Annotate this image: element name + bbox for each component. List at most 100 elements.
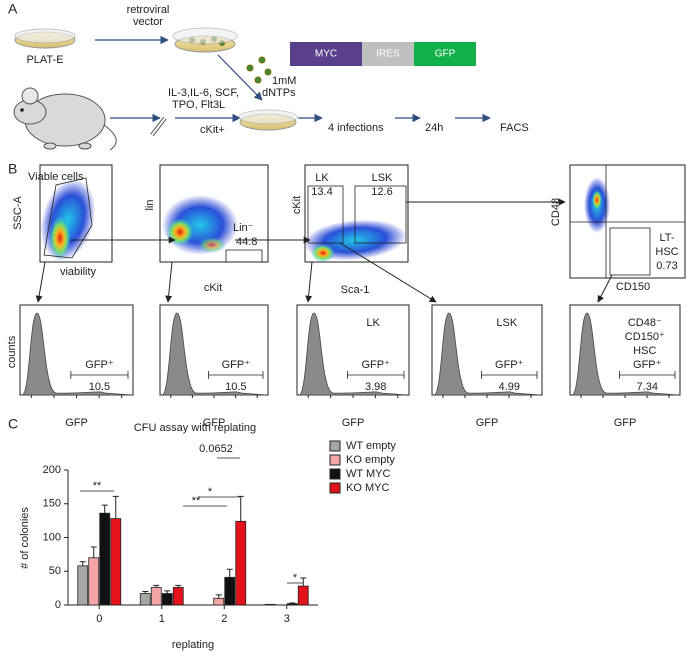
x-tick-label: 1 [159, 613, 165, 625]
error-bar [101, 504, 108, 514]
gate-label: HSC [655, 246, 678, 258]
x-tick-label: 3 [284, 613, 290, 625]
axis-label: GFP [342, 417, 365, 429]
gate-value: 0.73 [656, 260, 677, 272]
axis-label: SSC-A [12, 196, 24, 230]
bar [297, 585, 309, 606]
gate-label: GFP⁺ [85, 359, 114, 371]
error-bar [112, 495, 119, 519]
arrow [217, 54, 263, 101]
gate-label: GFP⁺ [222, 359, 251, 371]
gate-value: 10.5 [89, 381, 110, 393]
label: 1mM [272, 75, 296, 87]
dish-lid [172, 27, 238, 45]
x-axis-label: replating [172, 639, 214, 651]
construct-label: IRES [376, 49, 400, 60]
error-bar [237, 495, 244, 522]
axis-label: cKit [291, 196, 303, 214]
bar [77, 565, 89, 606]
gate-label: Lin⁻ [233, 222, 254, 234]
error-bar [79, 561, 86, 566]
panel-c: C CFU assay with replating # of colonies… [8, 416, 396, 651]
density-plot: Lin⁻ 44.8 lin cKit [144, 164, 269, 294]
gate-value: 10.5 [225, 381, 246, 393]
gate-value: 44.8 [236, 236, 257, 248]
legend-swatch [329, 468, 341, 480]
bar [161, 593, 173, 606]
y-axis-label: # of colonies [19, 507, 31, 569]
axis-label: cKit [204, 282, 222, 294]
histogram-curve [298, 312, 408, 396]
x-tick-label: 2 [221, 613, 227, 625]
axis-label: lin [144, 199, 156, 210]
step: 24h [425, 122, 443, 134]
histogram-curve [21, 312, 132, 396]
chart-title: CFU assay with replating [134, 422, 256, 434]
gate-label: LT- [659, 232, 674, 244]
y-tick-label: 50 [49, 565, 61, 577]
bar [110, 518, 122, 606]
legend-swatch [329, 482, 341, 494]
axis-label: CD150 [616, 281, 650, 293]
legend-label: KO MYC [346, 482, 389, 494]
axis-label: GFP [65, 417, 88, 429]
gate-line [481, 371, 538, 379]
histogram-title: CD150⁺ [625, 331, 665, 343]
label: cKit+ [200, 124, 225, 136]
density-plot: LK 13.4 LSK 12.6 cKit Sca-1 [291, 164, 409, 296]
bar [213, 597, 225, 606]
legend-label: KO empty [346, 454, 395, 466]
histogram-title: HSC [633, 345, 656, 357]
gate-label: Viable cells [28, 171, 84, 183]
gate-value: 4.99 [499, 381, 520, 393]
sig-label: ** [192, 495, 201, 507]
density-plot: LT- HSC 0.73 CD48 CD150 [550, 164, 686, 293]
legend-label: WT empty [346, 440, 396, 452]
sig-label: 0.0652 [199, 443, 233, 455]
arrow [305, 261, 313, 303]
label: PLAT-E [26, 54, 63, 66]
error-bar [164, 590, 171, 594]
dish-lid [14, 28, 76, 44]
construct-box [290, 42, 362, 66]
bar [139, 593, 151, 606]
gate-label: GFP⁺ [361, 359, 390, 371]
dish-lid [238, 109, 298, 125]
gate-value: 3.98 [365, 381, 386, 393]
gate-line [347, 371, 405, 379]
gate-value: 7.34 [637, 381, 658, 393]
bar [150, 587, 162, 606]
bar [99, 512, 111, 606]
gate-line [208, 371, 264, 379]
label: retroviral [127, 4, 170, 16]
gate-value: 13.4 [311, 186, 332, 198]
axis-label: counts [6, 335, 18, 368]
legend-swatch [329, 440, 341, 452]
gate-label: GFP⁺ [495, 359, 524, 371]
error-bar [215, 594, 222, 599]
arrow [35, 261, 46, 303]
panel-a: A PLAT-E retroviral vector MYC IRES GFP … [8, 1, 529, 151]
label: dNTPs [262, 87, 296, 99]
label: IL-3,IL-6, SCF, [168, 87, 239, 99]
histogram-title: LK [366, 317, 380, 329]
axis-label: GFP [203, 417, 226, 429]
density-plot: Viable cells SSC-A viability [12, 164, 113, 278]
gate-label: LK [315, 172, 329, 184]
histograms: GFP⁺ 10.5 GFP GFP⁺ 10.5 GFP GFP⁺ 3.98 GFP LK GFP⁺ 4… [19, 304, 681, 429]
construct-label: GFP [435, 49, 456, 60]
panel-label: C [8, 416, 18, 432]
gate-label: GFP⁺ [633, 359, 662, 371]
gate-line [70, 371, 129, 379]
bone [150, 116, 167, 137]
legend-label: WT MYC [346, 468, 390, 480]
arrow [165, 261, 173, 303]
arrow [597, 274, 613, 303]
gate-label: LSK [372, 172, 393, 184]
label: TPO, Flt3L [172, 99, 225, 111]
legend-swatch [329, 454, 341, 466]
step: 4 infections [328, 122, 384, 134]
mouse [13, 87, 117, 151]
step: FACS [500, 122, 529, 134]
